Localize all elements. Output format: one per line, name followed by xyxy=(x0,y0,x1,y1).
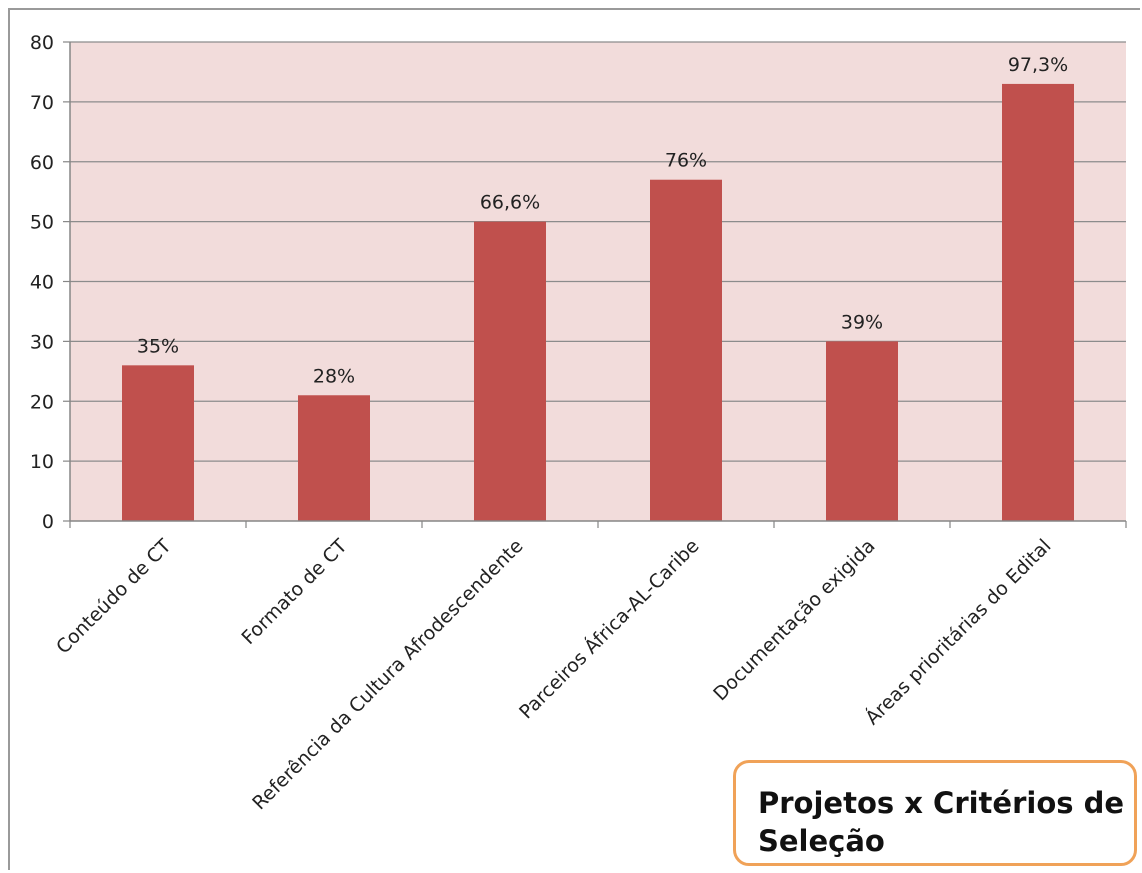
y-tick-label: 20 xyxy=(30,391,54,413)
category-label: Formato de CT xyxy=(237,535,351,649)
bar xyxy=(122,365,194,521)
data-label: 97,3% xyxy=(1008,54,1068,76)
category-label: Documentação exigida xyxy=(709,535,879,705)
category-label: Parceiros África-AL-Caribe xyxy=(514,534,703,723)
y-tick-label: 30 xyxy=(30,331,54,353)
bar xyxy=(298,395,370,521)
bar xyxy=(650,179,722,521)
bar xyxy=(826,341,898,521)
category-label: Referência da Cultura Afrodescendente xyxy=(248,535,527,814)
y-tick-label: 10 xyxy=(30,451,54,473)
data-label: 76% xyxy=(665,150,707,172)
y-tick-label: 80 xyxy=(30,32,54,54)
y-tick-label: 70 xyxy=(30,92,54,114)
chart-title: Projetos x Critérios de Seleção xyxy=(758,786,1125,858)
data-label: 35% xyxy=(137,335,179,357)
category-label: Áreas prioritárias do Edital xyxy=(861,534,1056,729)
y-tick-label: 0 xyxy=(42,511,54,533)
data-label: 28% xyxy=(313,365,355,387)
y-tick-label: 60 xyxy=(30,152,54,174)
category-label: Conteúdo de CT xyxy=(52,535,176,659)
y-tick-label: 50 xyxy=(30,212,54,234)
chart-frame xyxy=(8,8,1140,870)
bar xyxy=(1002,83,1074,521)
bar xyxy=(474,221,546,521)
data-label: 39% xyxy=(841,311,883,333)
data-label: 66,6% xyxy=(480,192,540,214)
y-tick-label: 40 xyxy=(30,272,54,294)
chart-title-box: Projetos x Critérios de Seleção xyxy=(733,760,1137,866)
